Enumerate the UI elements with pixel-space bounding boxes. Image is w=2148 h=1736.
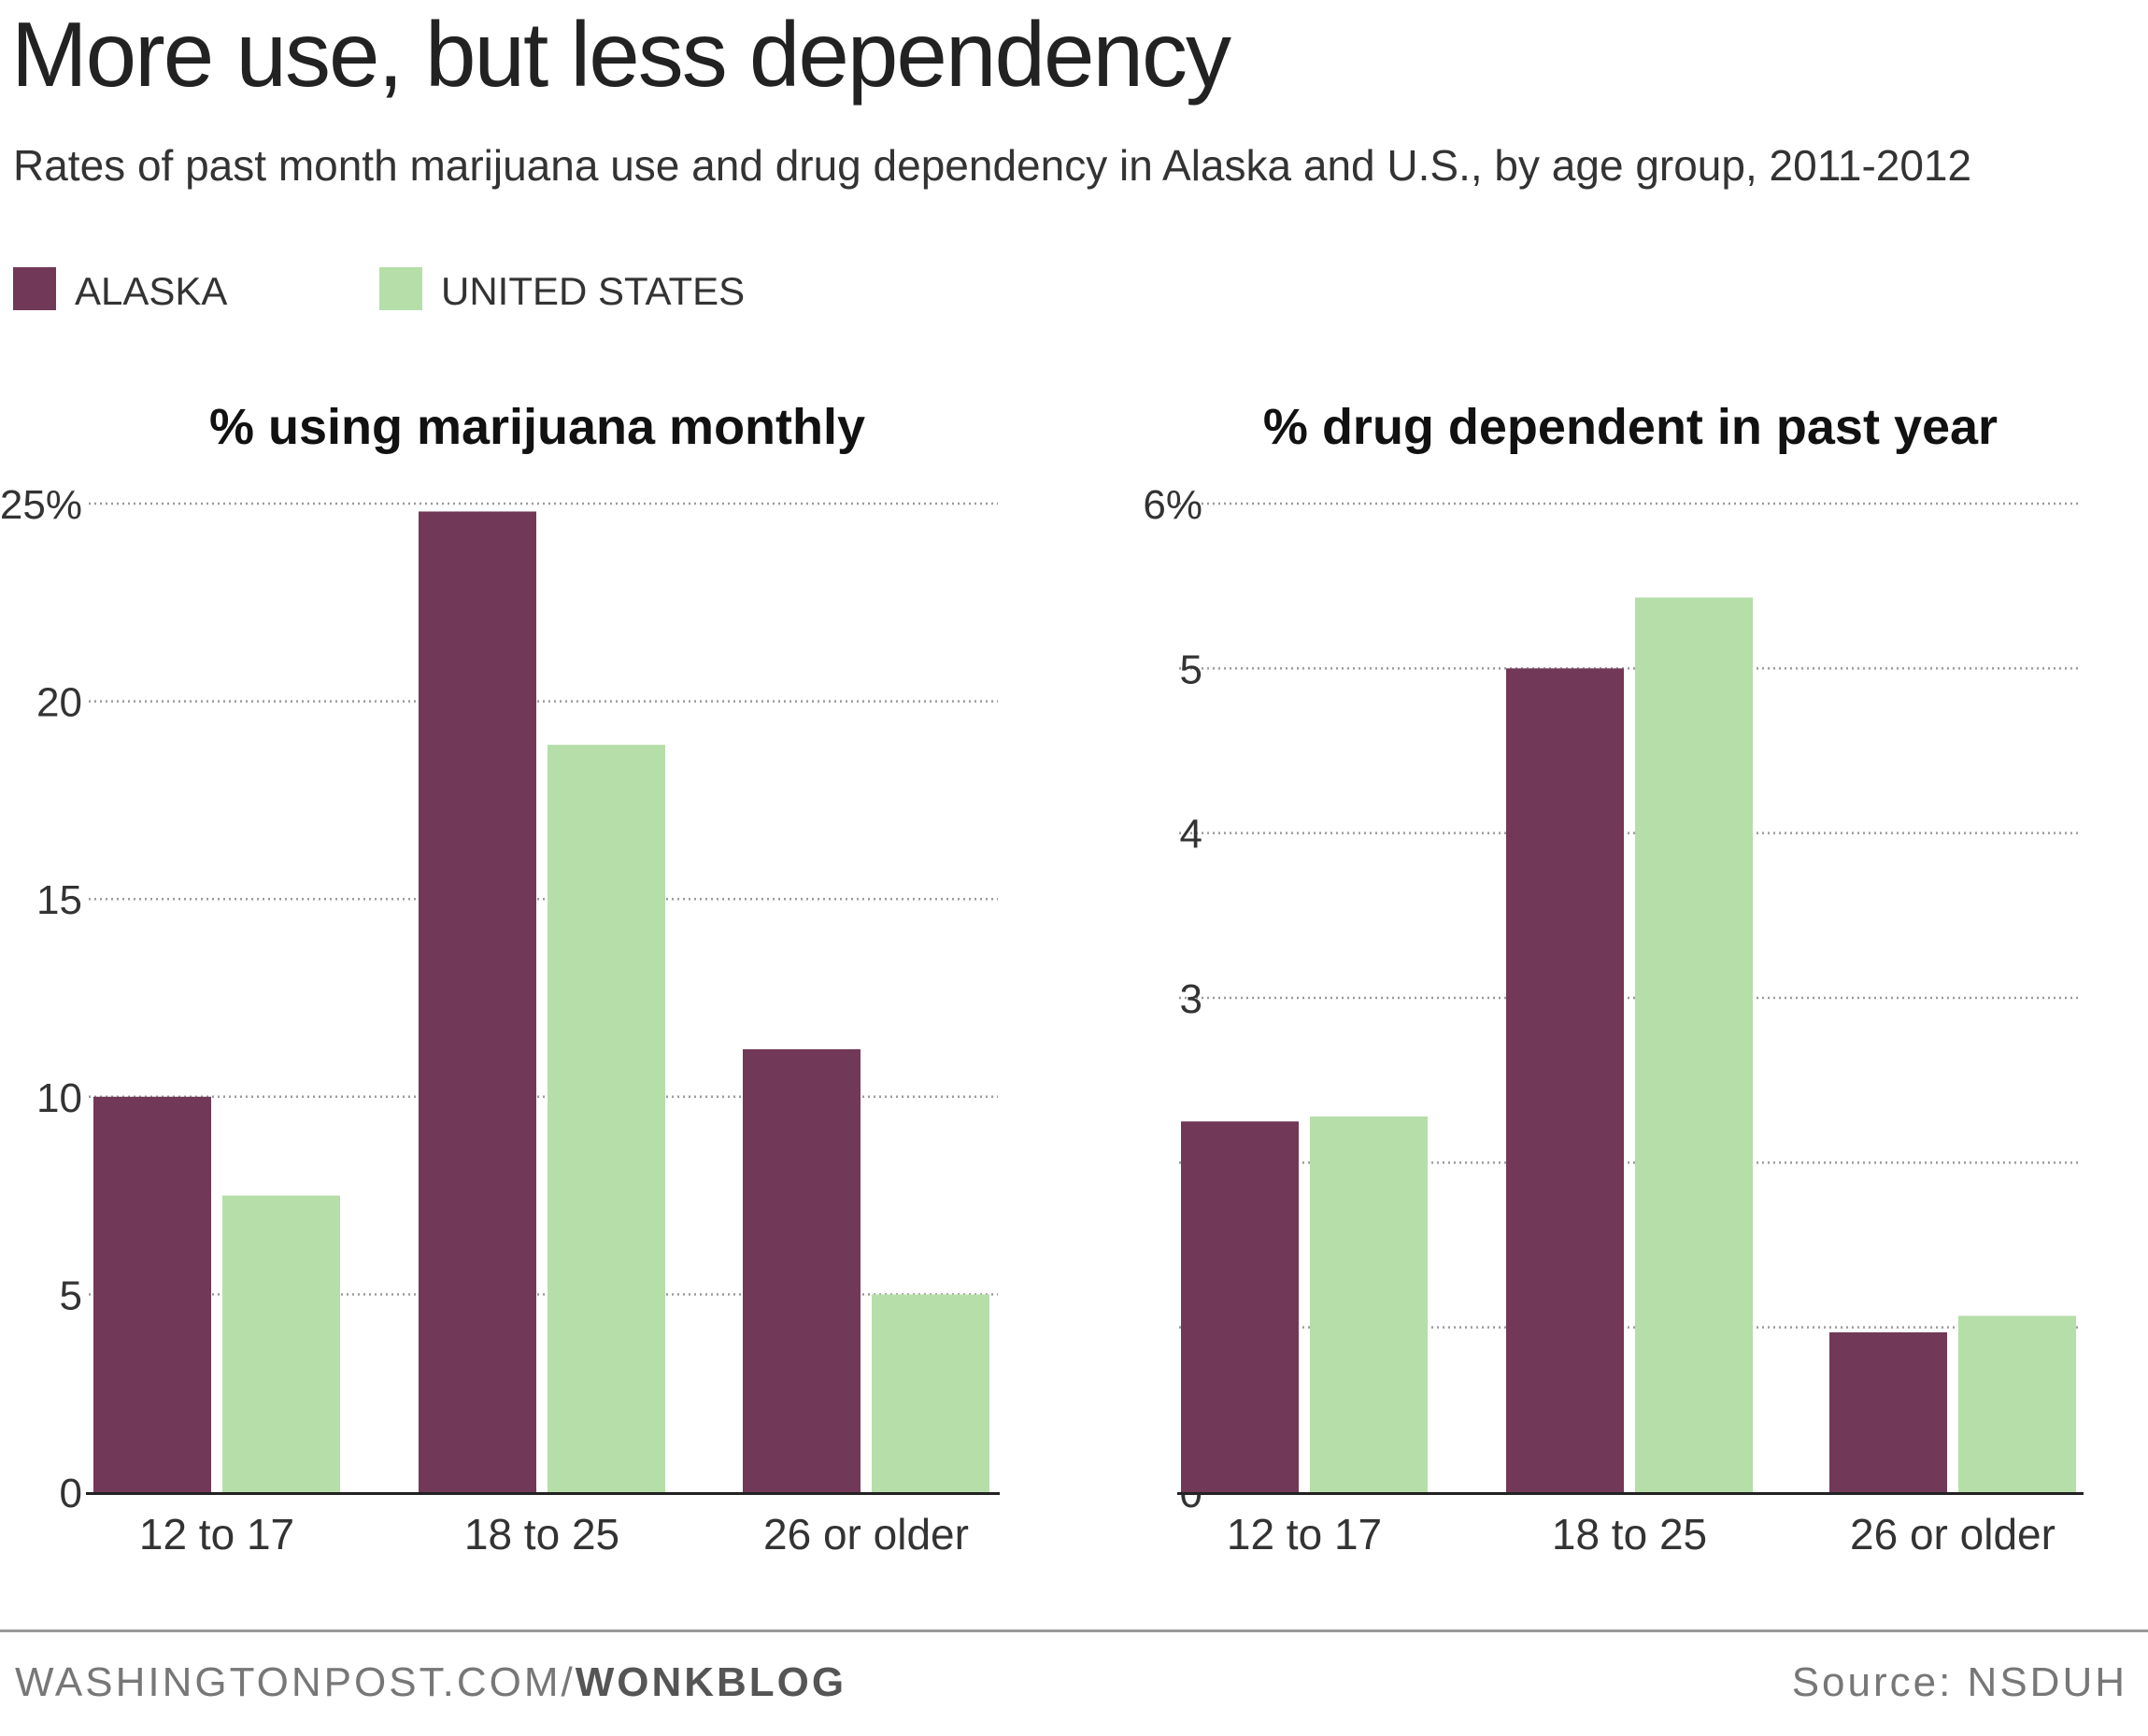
x-tick-label: 12 to 17	[1227, 1510, 1382, 1558]
y-tick-label: 20	[36, 680, 82, 726]
bar-alaska	[93, 1096, 211, 1492]
x-tick-label: 12 to 17	[139, 1510, 294, 1558]
y-tick-label: 5	[60, 1273, 82, 1318]
x-tick-label: 26 or older	[763, 1510, 969, 1558]
y-tick-label: 6%	[1143, 482, 1202, 528]
x-tick-label: 18 to 25	[464, 1510, 619, 1558]
legend-label-alaska: ALASKA	[75, 269, 228, 313]
bar-alaska	[1829, 1331, 1947, 1492]
bar-united-states	[872, 1294, 989, 1492]
bar-united-states	[1958, 1316, 2076, 1492]
legend-swatch-united-states	[379, 267, 422, 310]
footer-site-credit[interactable]: WASHINGTONPOST.COM/WONKBLOG	[15, 1659, 846, 1706]
panel-title: % drug dependent in past year	[1263, 399, 1998, 455]
bar-alaska	[419, 511, 536, 1492]
legend-label-united-states: UNITED STATES	[441, 269, 746, 313]
chart-subtitle: Rates of past month marijuana use and dr…	[13, 141, 1972, 190]
legend-swatch-alaska	[13, 267, 56, 310]
y-tick-label: 25%	[0, 482, 82, 528]
chart-title: More use, but less dependency	[11, 3, 1231, 106]
bar-united-states	[548, 745, 665, 1492]
y-tick-label: 5	[1180, 647, 1202, 692]
bar-united-states	[1310, 1116, 1428, 1492]
charts-area: % using marijuana monthly 0 5 10 15 20 25% 12 t…	[0, 399, 2084, 1558]
panel-title: % using marijuana monthly	[209, 399, 865, 455]
y-tick-label: 10	[36, 1075, 82, 1121]
x-tick-label: 18 to 25	[1552, 1510, 1707, 1558]
y-tick-label: 0	[60, 1471, 82, 1516]
footer-site-brand: WONKBLOG	[575, 1659, 847, 1705]
y-tick-label: 15	[36, 877, 82, 923]
bar-alaska	[1181, 1121, 1299, 1492]
bar-alaska	[1506, 668, 1624, 1492]
footer-source: Source: NSDUH	[1791, 1659, 2127, 1705]
footer-divider	[0, 1629, 2148, 1632]
bar-united-states	[222, 1195, 340, 1492]
bar-alaska	[743, 1049, 861, 1492]
footer-site-prefix: WASHINGTONPOST.COM/	[15, 1659, 576, 1705]
y-tick-label: 3	[1180, 976, 1202, 1022]
y-tick-label: 4	[1180, 812, 1202, 858]
x-tick-label: 26 or older	[1850, 1510, 2056, 1558]
bar-united-states	[1635, 597, 1753, 1492]
